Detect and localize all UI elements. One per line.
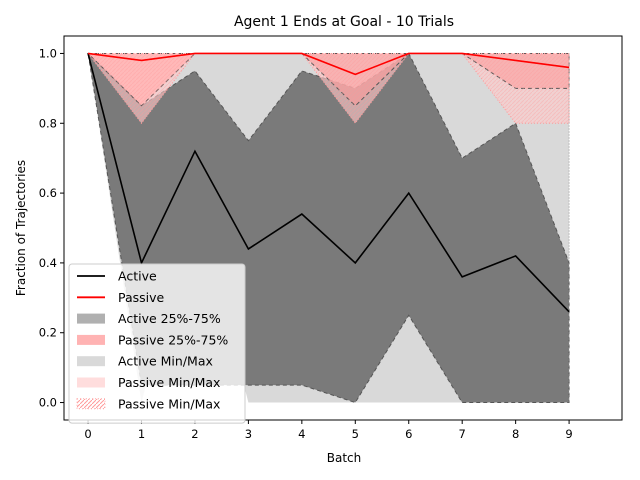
x-tick-label: 3: [245, 427, 252, 441]
y-axis-label: Fraction of Trajectories: [14, 160, 28, 296]
legend-swatch: [77, 356, 105, 367]
x-tick-label: 8: [512, 427, 519, 441]
legend-item: Passive: [77, 290, 165, 305]
x-tick-label: 7: [459, 427, 466, 441]
y-tick-label: 1.0: [39, 46, 57, 60]
plot-frame: [63, 35, 623, 421]
legend-label: Active 25%-75%: [118, 311, 221, 326]
y-tick-label: 0.4: [39, 256, 57, 270]
legend-label: Active: [118, 269, 157, 284]
legend-swatch: [76, 398, 106, 410]
legend-item: Passive Min/Max: [76, 396, 220, 411]
series-line-passive: [87, 52, 570, 76]
x-tick-label: 5: [352, 427, 359, 441]
x-axis-label: Batch: [327, 451, 362, 465]
legend-swatch: [77, 334, 105, 345]
series-line-active: [87, 53, 570, 313]
y-tick-label: 0.0: [39, 396, 57, 410]
x-tick-label: 4: [298, 427, 305, 441]
y-tick-label: 0.2: [39, 326, 57, 340]
legend-item: Active Min/Max: [77, 354, 213, 369]
legend-item: Passive Min/Max: [77, 375, 220, 390]
axis-ticks: 0 1 2 3 4 5 6 7 8 9 0.0 0.2 0.4 0.6 0.8 1.0: [39, 46, 573, 441]
x-tick-label: 9: [565, 427, 572, 441]
legend-item: Passive 25%-75%: [77, 332, 228, 347]
legend-label: Active Min/Max: [118, 354, 213, 369]
x-tick-label: 0: [84, 427, 91, 441]
legend-label: Passive Min/Max: [118, 396, 220, 411]
x-tick-label: 1: [138, 427, 145, 441]
legend-swatch: [77, 313, 105, 324]
legend-label: Passive: [118, 290, 165, 305]
legend-swatch: [77, 377, 105, 388]
x-tick-label: 6: [405, 427, 412, 441]
legend-label: Passive 25%-75%: [118, 332, 228, 347]
legend: Active Passive Active 25%-75% Passive 25%-7…: [68, 263, 246, 424]
legend-box: [68, 263, 246, 424]
x-tick-label: 2: [191, 427, 198, 441]
legend-item: Active 25%-75%: [77, 311, 221, 326]
chart-title: Agent 1 Ends at Goal - 10 Trials: [234, 14, 454, 30]
legend-label: Passive Min/Max: [118, 375, 220, 390]
y-tick-label: 0.6: [39, 186, 57, 200]
y-tick-label: 0.8: [39, 116, 57, 130]
legend-item: Active: [77, 269, 157, 284]
